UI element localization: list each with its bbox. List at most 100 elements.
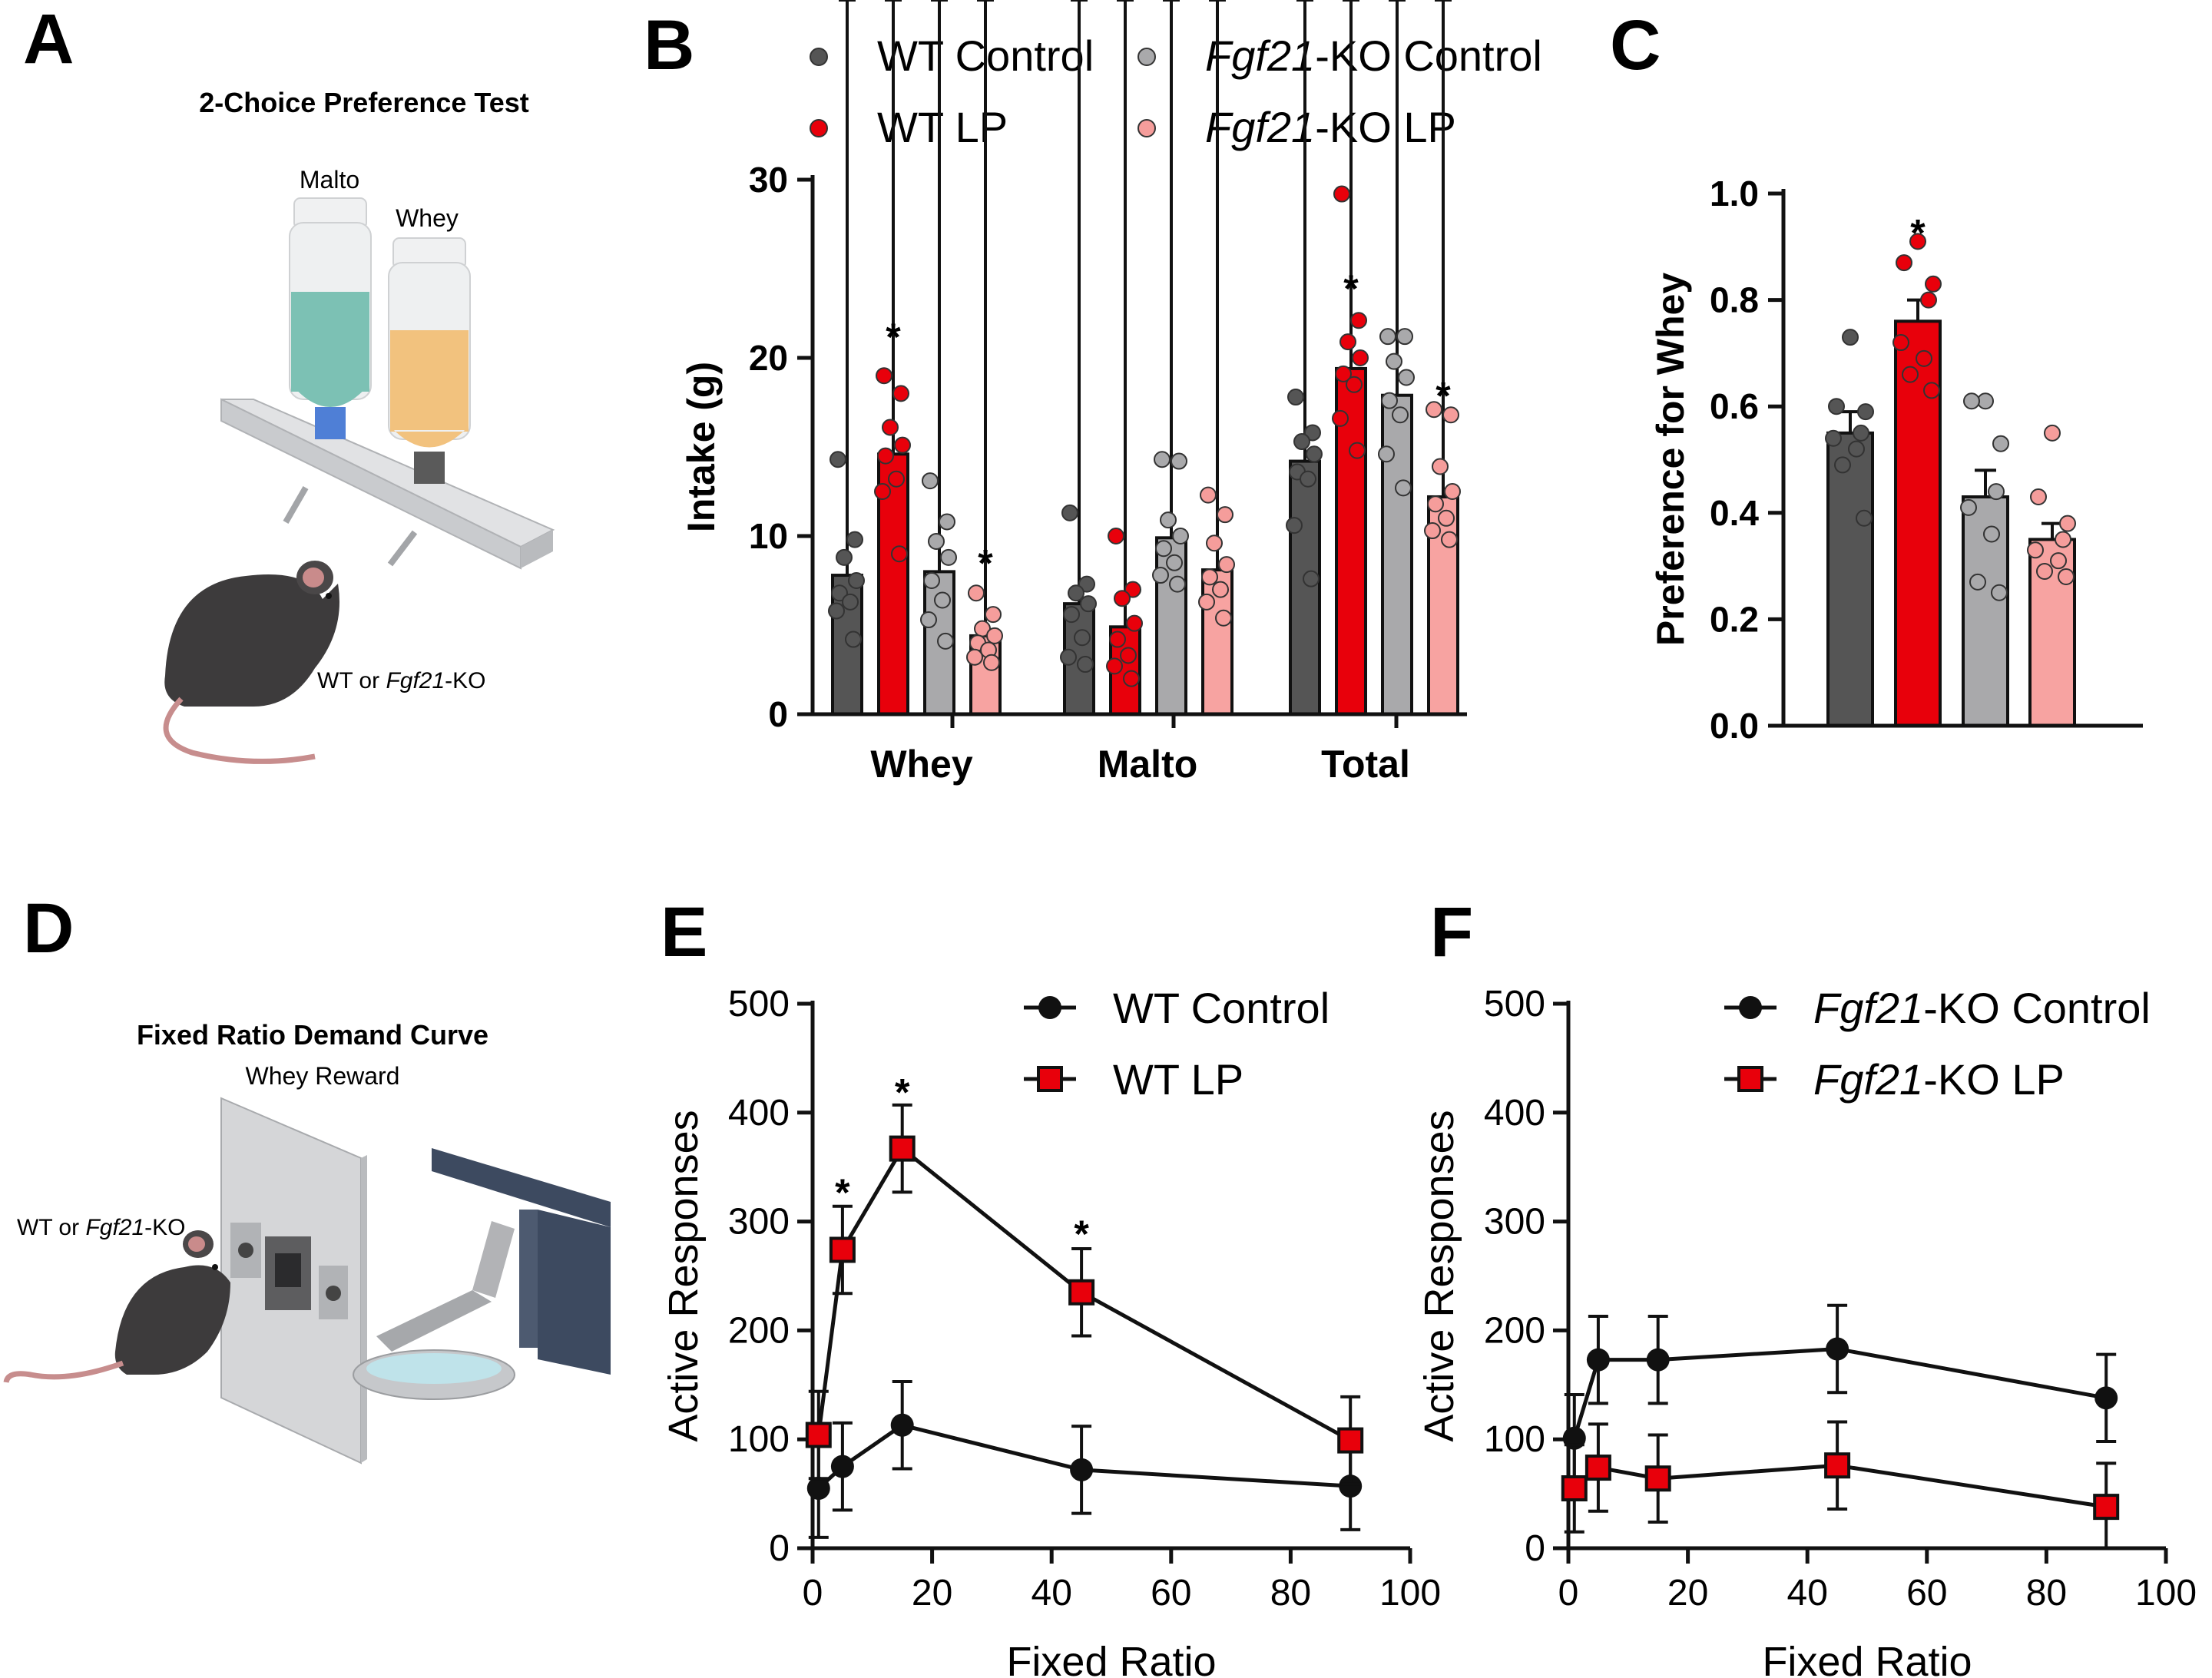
data-point bbox=[1856, 509, 1873, 527]
panel-a-mouse-label: WT or Fgf21-KO bbox=[317, 668, 486, 693]
data-point bbox=[1426, 401, 1442, 419]
data-point bbox=[1424, 522, 1441, 540]
data-point bbox=[2058, 568, 2075, 585]
data-point bbox=[876, 367, 892, 385]
data-point bbox=[1166, 554, 1183, 571]
data-point bbox=[888, 470, 905, 488]
x-axis-label: Fixed Ratio bbox=[1006, 1639, 1216, 1678]
panel-a-title: 2-Choice Preference Test bbox=[199, 87, 529, 118]
data-point bbox=[1983, 525, 2000, 543]
data-point bbox=[1432, 458, 1449, 475]
y-tick-label: 300 bbox=[728, 1202, 790, 1243]
panel-b-letter: B bbox=[644, 6, 694, 84]
panel-a: A 2-Choice Preference Test Malto Whey bbox=[23, 0, 555, 764]
data-point bbox=[1853, 424, 1869, 442]
panel-f-letter: F bbox=[1430, 893, 1473, 971]
y-tick-label: 0 bbox=[1525, 1528, 1545, 1569]
panel-c-letter: C bbox=[1610, 6, 1661, 84]
data-point bbox=[1349, 442, 1366, 459]
data-point bbox=[1212, 581, 1229, 598]
data-point bbox=[1198, 593, 1215, 611]
data-point bbox=[1078, 575, 1095, 593]
data-point bbox=[828, 602, 845, 620]
data-point bbox=[1306, 445, 1323, 463]
data-point bbox=[1155, 540, 1172, 558]
data-point bbox=[1070, 1458, 1094, 1481]
y-axis-label: Intake (g) bbox=[680, 362, 723, 532]
data-point bbox=[1442, 406, 1459, 424]
data-point bbox=[1061, 504, 1078, 521]
chart-e: 0 100 200 300 400 500 0 20 40 60 80 100 Fixed Ratio A… bbox=[661, 984, 1441, 1678]
data-point bbox=[1215, 609, 1232, 627]
data-point bbox=[848, 572, 865, 589]
y-tick-label: 20 bbox=[749, 338, 788, 378]
x-tick-label: 100 bbox=[1379, 1573, 1441, 1613]
x-tick-label: 60 bbox=[1151, 1573, 1191, 1613]
bottle-right-label: Whey bbox=[396, 204, 459, 232]
data-point bbox=[1124, 581, 1141, 598]
data-point bbox=[1339, 1474, 1363, 1498]
x-tick-label: 60 bbox=[1906, 1573, 1947, 1613]
data-point bbox=[1892, 334, 1909, 352]
x-tick-label: 20 bbox=[1667, 1573, 1708, 1613]
bar-wt_lp bbox=[1894, 319, 1942, 727]
panel-a-letter: A bbox=[23, 0, 74, 78]
data-point bbox=[1444, 483, 1461, 500]
mouse-icon bbox=[3, 1230, 230, 1383]
data-point bbox=[890, 1413, 914, 1437]
panel-e-letter: E bbox=[661, 893, 707, 971]
legend-marker-1 bbox=[1737, 1066, 1763, 1092]
data-point bbox=[928, 532, 945, 550]
significance-star: * bbox=[886, 316, 901, 359]
data-point bbox=[1287, 389, 1304, 406]
data-point bbox=[1123, 670, 1140, 687]
panel-c: C * 0.0 0.2 0.4 0.6 0.8 1.0 Preference for Whey bbox=[1610, 6, 2143, 746]
significance-star: * bbox=[1910, 212, 1926, 255]
data-point bbox=[874, 483, 891, 500]
data-point bbox=[877, 447, 894, 465]
data-point bbox=[1378, 445, 1395, 463]
data-point bbox=[1109, 630, 1126, 648]
data-point bbox=[830, 1455, 854, 1478]
data-point bbox=[842, 593, 859, 611]
bar-ko_control-total bbox=[1381, 393, 1413, 716]
panel-d-mouse-label: WT or Fgf21-KO bbox=[17, 1215, 186, 1240]
data-point bbox=[1646, 1348, 1670, 1372]
data-point bbox=[2055, 531, 2071, 548]
data-point bbox=[836, 548, 853, 566]
legend-marker-wt_lp bbox=[810, 119, 828, 137]
data-point bbox=[1169, 575, 1186, 593]
x-tick-label: 80 bbox=[1270, 1573, 1311, 1613]
data-point bbox=[1200, 486, 1217, 504]
data-point bbox=[2036, 563, 2053, 581]
data-point bbox=[889, 1135, 916, 1162]
data-point bbox=[1217, 506, 1233, 524]
y-tick-label: 30 bbox=[749, 160, 788, 200]
data-point bbox=[2050, 552, 2067, 570]
data-point bbox=[1154, 451, 1171, 468]
panel-d-subtitle: Whey Reward bbox=[246, 1062, 400, 1090]
y-tick-label: 500 bbox=[728, 984, 790, 1024]
legend-label-1: WT LP bbox=[1113, 1055, 1243, 1104]
bar-wt_control-total bbox=[1289, 459, 1321, 716]
data-point bbox=[830, 451, 846, 468]
data-point bbox=[1300, 470, 1316, 488]
chart-c: * 0.0 0.2 0.4 0.6 0.8 1.0 Preference for Whey bbox=[1649, 174, 2143, 746]
data-point bbox=[1352, 349, 1369, 366]
y-tick-label: 100 bbox=[728, 1419, 790, 1460]
data-point bbox=[1286, 517, 1303, 535]
data-point bbox=[1925, 275, 1942, 293]
chart-f: 0 100 200 300 400 500 0 20 40 60 80 100 Fixed Ratio A… bbox=[1416, 984, 2197, 1678]
data-point bbox=[1068, 584, 1084, 602]
data-point bbox=[934, 591, 951, 609]
x-tick-label: 0 bbox=[1558, 1573, 1579, 1613]
data-point bbox=[1826, 1337, 1849, 1361]
data-point bbox=[1335, 365, 1352, 382]
data-point bbox=[1395, 479, 1412, 497]
data-point bbox=[2094, 1386, 2118, 1410]
x-tick-label: 0 bbox=[803, 1573, 823, 1613]
data-point bbox=[1074, 629, 1091, 647]
data-point bbox=[1108, 528, 1124, 544]
